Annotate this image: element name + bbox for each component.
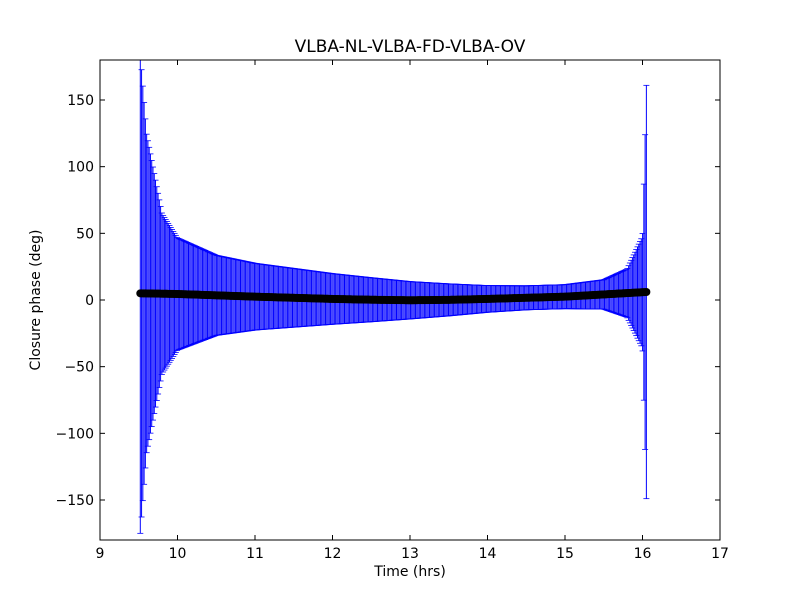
x-tick-label: 9 xyxy=(96,546,105,562)
x-axis-label: Time (hrs) xyxy=(373,564,446,580)
y-tick-label: 50 xyxy=(76,226,94,242)
x-tick-label: 10 xyxy=(169,546,187,562)
x-tick-label: 15 xyxy=(556,546,574,562)
x-axis: 9 10 11 12 13 14 15 16 17 xyxy=(96,60,729,562)
y-tick-label: 100 xyxy=(67,160,94,176)
y-tick-label: −100 xyxy=(56,426,94,442)
data-point xyxy=(642,288,651,296)
y-axis-label: Closure phase (deg) xyxy=(28,230,44,371)
y-axis: −150 −100 −50 0 50 100 150 xyxy=(56,93,720,509)
x-tick-label: 13 xyxy=(401,546,419,562)
y-tick-label: 150 xyxy=(67,93,94,109)
x-tick-label: 12 xyxy=(324,546,342,562)
x-tick-label: 14 xyxy=(479,546,497,562)
marker-group xyxy=(136,288,651,305)
y-tick-label: 0 xyxy=(85,293,94,309)
y-tick-label: −50 xyxy=(64,360,94,376)
chart-title: VLBA-NL-VLBA-FD-VLBA-OV xyxy=(295,37,526,57)
x-tick-label: 11 xyxy=(246,546,264,562)
x-tick-label: 17 xyxy=(711,546,729,562)
y-tick-label: −150 xyxy=(56,493,94,509)
x-tick-label: 16 xyxy=(634,546,652,562)
